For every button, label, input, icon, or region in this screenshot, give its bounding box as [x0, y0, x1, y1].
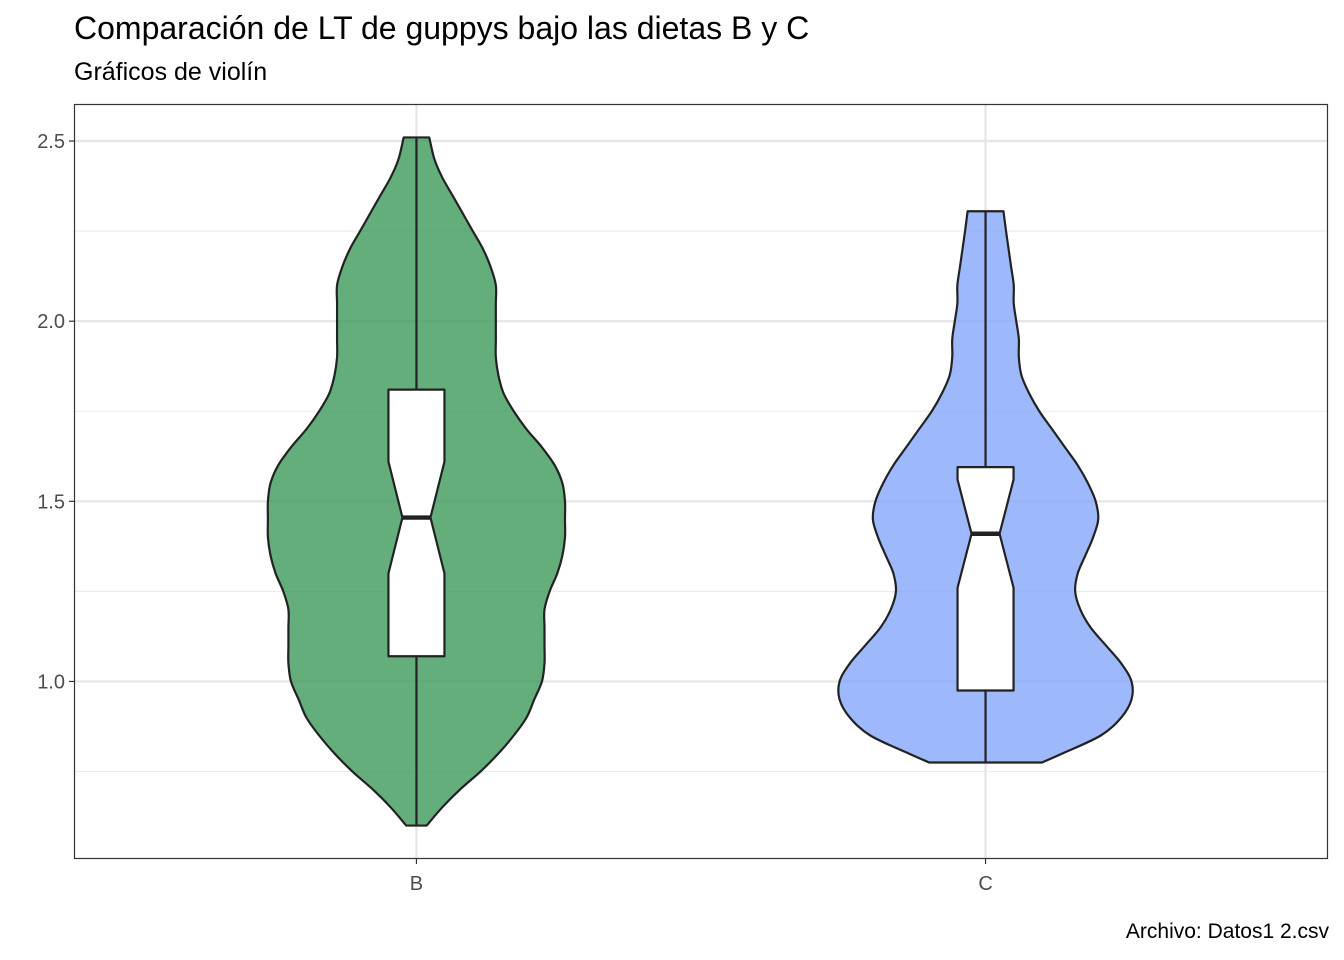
y-tick-label: 1.0	[37, 671, 65, 693]
y-tick-label: 2.0	[37, 311, 65, 333]
x-tick-label: B	[410, 873, 423, 895]
chart-title: Comparación de LT de guppys bajo las die…	[74, 10, 810, 46]
box-c	[956, 465, 1015, 692]
y-tick-label: 1.5	[37, 491, 65, 513]
chart-caption: Archivo: Datos1 2.csv	[1125, 920, 1329, 943]
plot-panel-background	[75, 105, 1327, 858]
y-tick-label: 2.5	[37, 131, 65, 153]
chart-subtitle: Gráficos de violín	[74, 58, 268, 86]
violin-group-c	[837, 210, 1134, 764]
grid-lines	[75, 105, 1327, 858]
violin-group-b	[266, 136, 567, 827]
axes: 1.0 1.5 2.0 2.5 B C	[37, 131, 993, 895]
box-b	[387, 388, 446, 658]
violin-marks	[266, 136, 1134, 827]
plot-panel-border	[73, 103, 1329, 860]
x-tick-label: C	[978, 873, 992, 895]
